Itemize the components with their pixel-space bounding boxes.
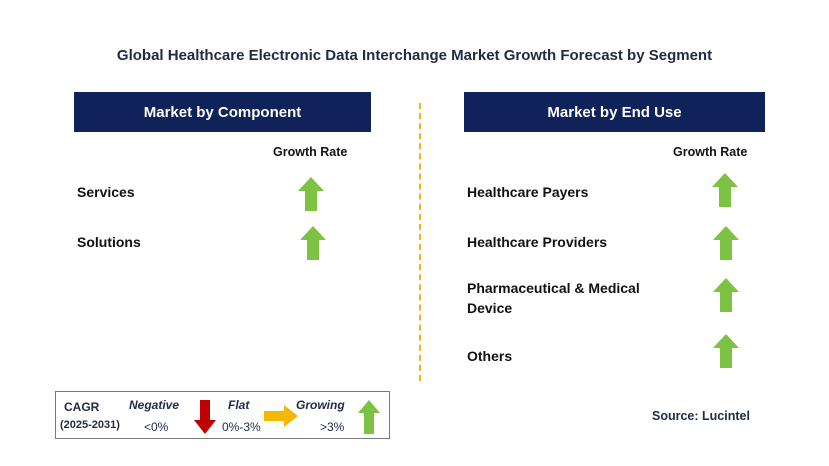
end-use-growth-rate-heading: Growth Rate [673,145,748,159]
green-up-arrow-icon [713,278,739,312]
end-use-label-pharmaceutical: Pharmaceutical & Medical Device [467,280,640,316]
legend-cagr-label: CAGR [64,400,100,414]
cagr-legend: CAGR (2025-2031) Negative <0% Flat 0%-3%… [55,391,390,439]
legend-period-label: (2025-2031) [60,419,120,431]
end-use-header-label: Market by End Use [547,103,682,121]
green-up-arrow-icon [713,334,739,368]
end-use-label-healthcare-providers: Healthcare Providers [467,234,608,250]
end-use-label-healthcare-payers: Healthcare Payers [467,184,589,200]
legend-negative-label: Negative [129,398,180,412]
component-header-label: Market by Component [143,103,302,121]
green-up-arrow-icon [358,400,380,434]
component-label-services: Services [77,184,135,200]
yellow-right-arrow-icon [264,405,298,427]
legend-growing-label: Growing [296,398,345,412]
green-up-arrow-icon [713,226,739,260]
green-up-arrow-icon [300,226,326,260]
legend-negative-range: <0% [144,420,169,434]
red-down-arrow-icon [194,400,216,434]
component-panel-header: Market by Component [74,92,371,132]
source-note: Source: Lucintel [652,409,750,423]
end-use-label-others: Others [467,348,513,364]
legend-growing-range: >3% [320,420,345,434]
legend-flat-label: Flat [228,398,250,412]
end-use-panel-header: Market by End Use [464,92,765,132]
panel-divider [419,103,421,381]
legend-flat-range: 0%-3% [222,420,261,434]
component-label-solutions: Solutions [77,234,141,250]
green-up-arrow-icon [712,173,738,207]
green-up-arrow-icon [298,177,324,211]
component-growth-rate-heading: Growth Rate [273,145,348,159]
chart-title: Global Healthcare Electronic Data Interc… [116,47,713,64]
